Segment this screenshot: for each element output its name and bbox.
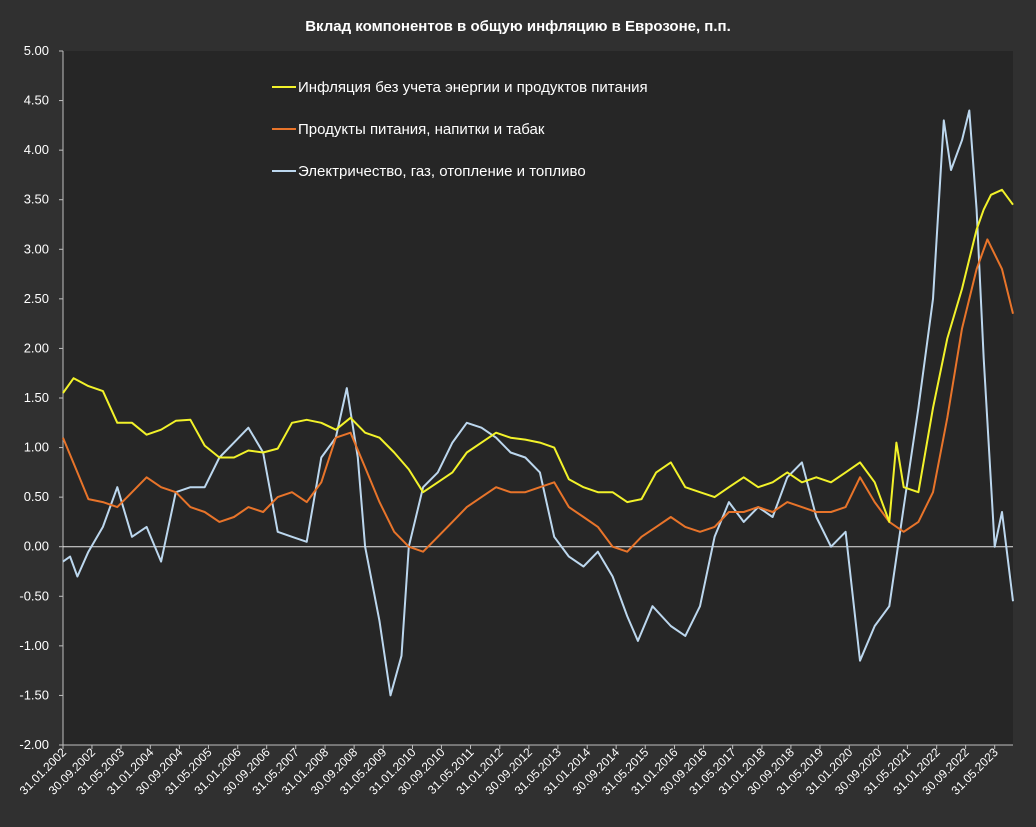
plot-area	[63, 51, 1013, 745]
series-line-2	[62, 238, 1014, 553]
y-tick-label: 4.00	[24, 142, 49, 157]
y-tick-label: -0.50	[19, 588, 49, 603]
y-tick-label: 0.50	[24, 489, 49, 504]
y-tick-label: -2.00	[19, 737, 49, 752]
y-tick-label: 3.00	[24, 241, 49, 256]
y-tick-label: 4.50	[24, 93, 49, 108]
legend-label-3: Электричество, газ, отопление и топливо	[298, 163, 586, 180]
y-tick-label: -1.50	[19, 687, 49, 702]
y-tick-label: 1.50	[24, 390, 49, 405]
y-tick-label: 0.00	[24, 539, 49, 554]
legend-label-2: Продукты питания, напитки и табак	[298, 121, 545, 138]
y-tick-label: 3.50	[24, 192, 49, 207]
y-tick-label: 5.00	[24, 43, 49, 58]
y-tick-label: -1.00	[19, 638, 49, 653]
y-tick-label: 2.00	[24, 340, 49, 355]
chart-title: Вклад компонентов в общую инфляцию в Евр…	[305, 18, 731, 35]
y-tick-label: 2.50	[24, 291, 49, 306]
legend-label-1: Инфляция без учета энергии и продуктов п…	[298, 79, 648, 96]
y-tick-label: 1.00	[24, 440, 49, 455]
series-line-1	[62, 188, 1014, 523]
